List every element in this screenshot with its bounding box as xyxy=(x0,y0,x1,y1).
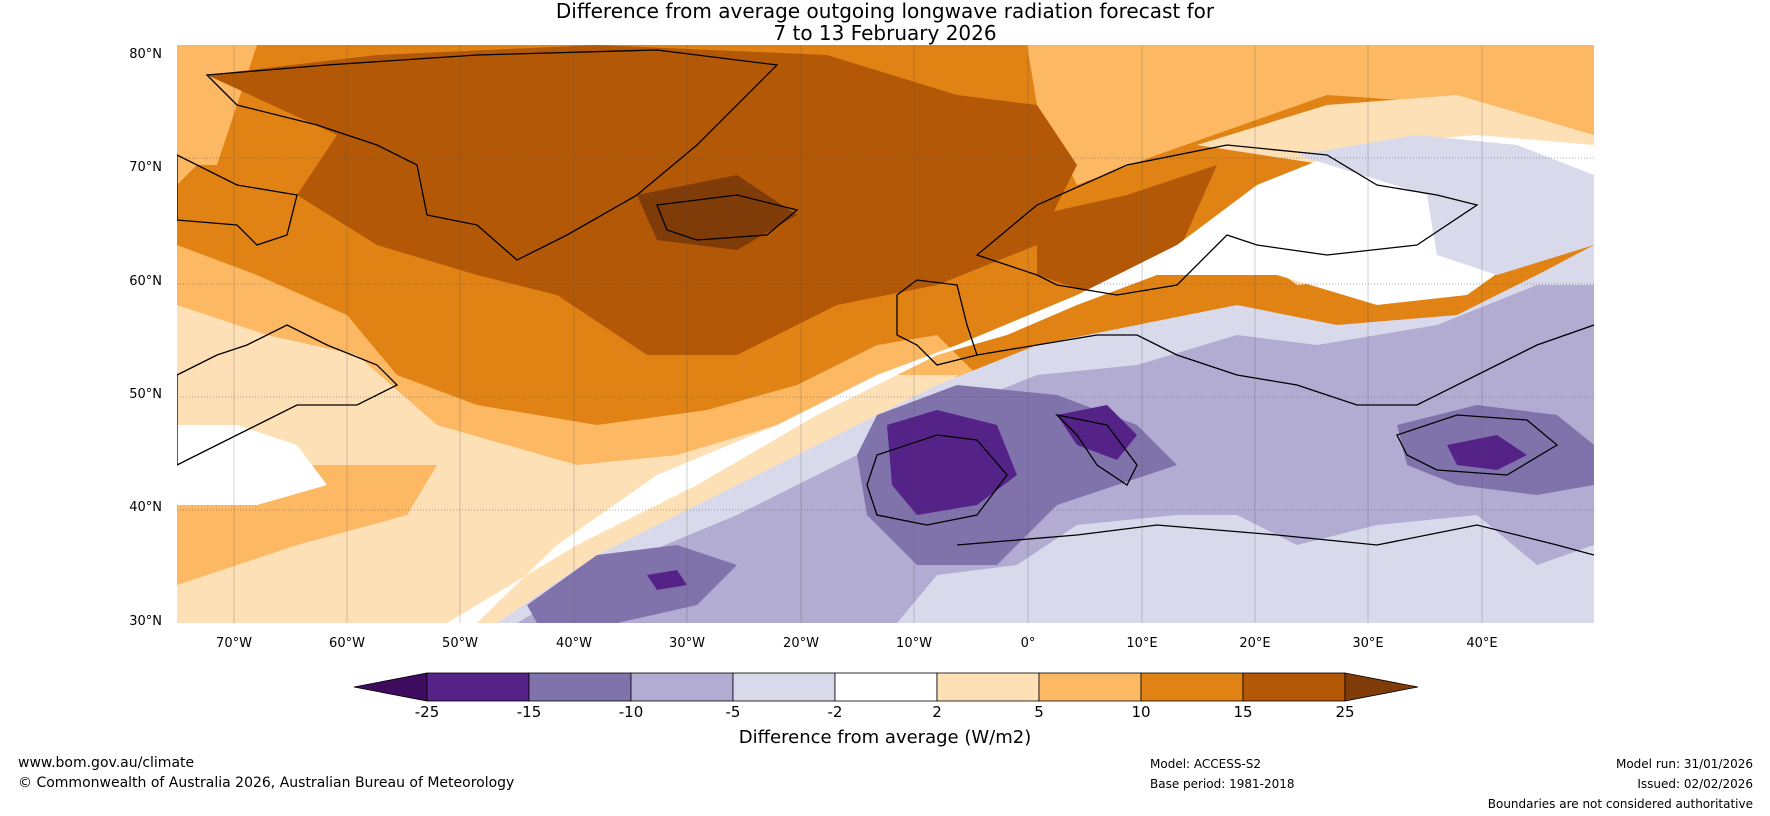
colorbar-segment xyxy=(936,672,1040,702)
region-darkest-brown-iceland xyxy=(637,175,797,250)
lon-label-10e: 10°E xyxy=(1126,636,1158,651)
region-lavender-north xyxy=(1297,135,1594,275)
colorbar-tick-label: -10 xyxy=(618,703,644,721)
map-title-line-1: Difference from average outgoing longwav… xyxy=(555,0,1215,23)
coastline-scandinavia xyxy=(975,144,1479,296)
coastline-iceland xyxy=(656,194,799,241)
footer-base-period: Base period: 1981-2018 xyxy=(1150,777,1295,791)
colorbar-segment xyxy=(528,672,632,702)
colorbar-segment xyxy=(1140,672,1244,702)
colorbar-tick-label: 5 xyxy=(1034,703,1044,721)
footer-website: www.bom.gov.au/climate xyxy=(18,755,195,771)
colorbar-tick-label: -15 xyxy=(516,703,542,721)
coastline-iberia xyxy=(866,434,1008,526)
colorbar-arrow-max xyxy=(1344,672,1419,702)
footer-issued: Issued: 02/02/2026 xyxy=(1637,777,1753,791)
colorbar-title: Difference from average (W/m2) xyxy=(738,727,1032,748)
region-dark-brown-norway xyxy=(1037,165,1217,295)
colorbar-tick-label: 10 xyxy=(1131,703,1151,721)
colorbar-segment xyxy=(426,672,530,702)
lon-label-40e: 40°E xyxy=(1466,636,1498,651)
lat-label-70n: 70°N xyxy=(129,160,162,175)
lat-label-50n: 50°N xyxy=(129,387,162,402)
colorbar-tick-label: 25 xyxy=(1335,703,1355,721)
lon-label-70w: 70°W xyxy=(216,636,252,651)
footer-disclaimer: Boundaries are not considered authoritat… xyxy=(1487,797,1753,811)
lon-label-20e: 20°E xyxy=(1239,636,1271,651)
olr-anomaly-map xyxy=(177,45,1594,623)
colorbar-tick-label: -5 xyxy=(725,703,741,721)
coastline-europe xyxy=(976,324,1594,406)
coastline-blacksea xyxy=(1396,414,1559,476)
lon-label-30w: 30°W xyxy=(669,636,705,651)
lon-label-40w: 40°W xyxy=(556,636,592,651)
lon-label-60w: 60°W xyxy=(329,636,365,651)
footer-model-run: Model run: 31/01/2026 xyxy=(1615,757,1753,771)
lon-label-20w: 20°W xyxy=(783,636,819,651)
coastline-mediterranean xyxy=(956,524,1594,556)
region-white-subtropical xyxy=(447,135,1594,623)
colorbar-tick-label: 15 xyxy=(1233,703,1253,721)
lat-label-80n: 80°N xyxy=(129,47,162,62)
lon-label-50w: 50°W xyxy=(442,636,478,651)
region-dark-purple-azores xyxy=(527,545,737,623)
colorbar-tick-label: -2 xyxy=(827,703,843,721)
colorbar-tick-label: -25 xyxy=(414,703,440,721)
coastline-greenland xyxy=(205,49,779,261)
region-deep-purple-iberia xyxy=(887,410,1017,515)
lon-label-10w: 10°W xyxy=(896,636,932,651)
region-light-orange-scandinavia xyxy=(1027,45,1594,185)
colorbar-arrow-min xyxy=(353,672,428,702)
coastline-labrador xyxy=(177,154,298,246)
colorbar-segment xyxy=(1038,672,1142,702)
coastline-italy xyxy=(1055,413,1138,486)
region-white-midatlantic xyxy=(177,425,327,505)
lat-label-60n: 60°N xyxy=(129,274,162,289)
lon-label-0: 0° xyxy=(1020,636,1036,651)
footer-model: Model: ACCESS-S2 xyxy=(1150,757,1262,771)
colorbar-segment xyxy=(732,672,836,702)
colorbar-tick-label: 2 xyxy=(932,703,942,721)
region-deep-purple-blacksea xyxy=(1447,435,1527,470)
colorbar-segment xyxy=(834,672,938,702)
colorbar-segment xyxy=(630,672,734,702)
map-title-line-2: 7 to 13 February 2026 xyxy=(773,21,997,45)
coastline-newfoundland xyxy=(177,324,399,466)
colorbar-segment xyxy=(1242,672,1346,702)
lon-label-30e: 30°E xyxy=(1352,636,1384,651)
region-pale-orange-west xyxy=(177,305,957,623)
footer-copyright: © Commonwealth of Australia 2026, Austra… xyxy=(18,775,515,791)
lat-label-40n: 40°N xyxy=(129,500,162,515)
region-deep-purple-atlantic xyxy=(647,570,687,590)
lat-label-30n: 30°N xyxy=(129,614,162,629)
